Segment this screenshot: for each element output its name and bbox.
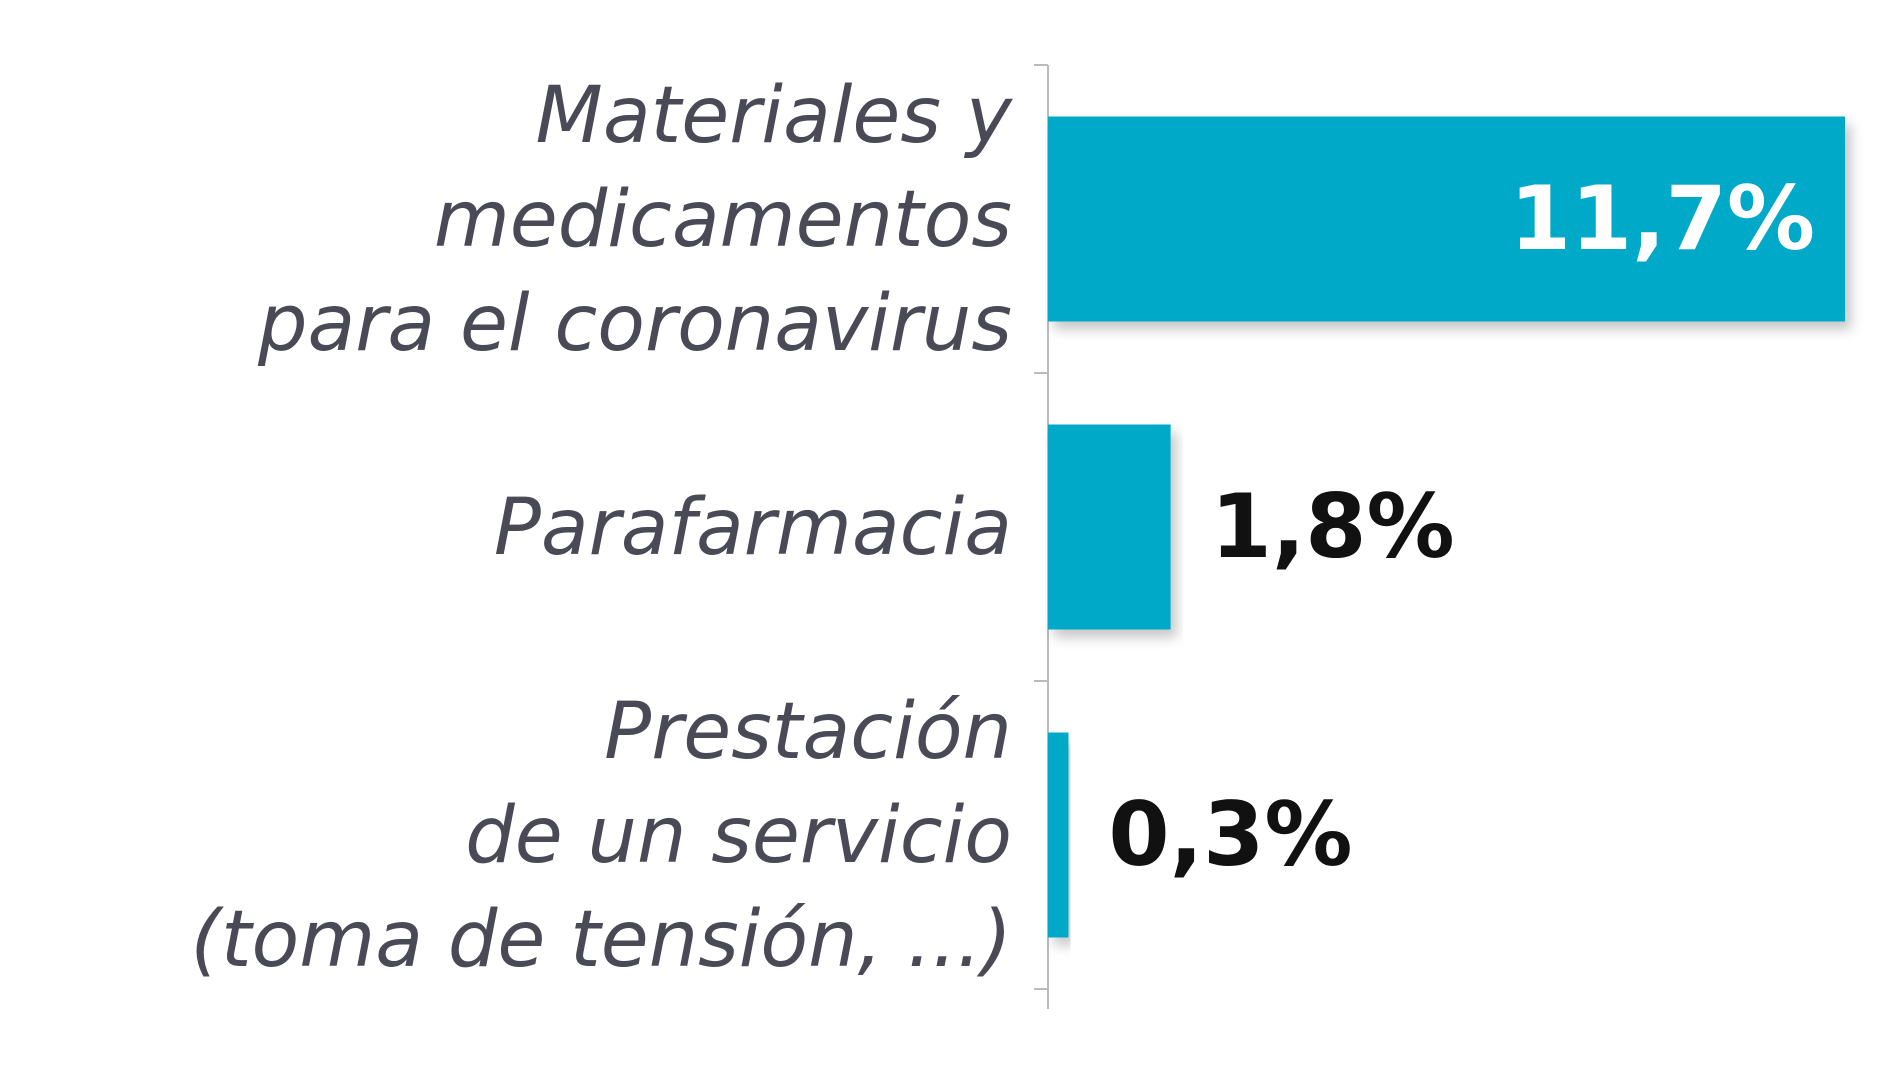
value-labels: 11,7% 1,8% 0,3% <box>1108 167 1815 886</box>
category-label-line: Parafarmacia <box>494 483 1012 573</box>
category-label: Materiales y medicamentos para el coronavi… <box>257 71 1014 369</box>
category-label-line: de un servicio <box>465 791 1012 881</box>
data-label: 1,8% <box>1211 475 1455 578</box>
category-label-line: para el coronavirus <box>257 279 1012 369</box>
bars <box>1048 116 1845 938</box>
category-label: Parafarmacia <box>494 483 1012 573</box>
bar <box>1048 424 1171 630</box>
category-label-line: (toma de tensión, ...) <box>191 895 1012 985</box>
category-label-line: medicamentos <box>434 175 1012 265</box>
category-axis <box>1034 64 1049 1009</box>
bar <box>1048 116 1845 322</box>
data-label: 0,3% <box>1108 783 1352 886</box>
category-label: Prestación de un servicio (toma de tensión… <box>191 687 1012 985</box>
data-label: 11,7% <box>1510 167 1815 270</box>
category-label-line: Prestación <box>604 687 1012 777</box>
category-labels: Materiales y medicamentos para el coronavi… <box>191 71 1014 985</box>
category-label-line: Materiales y <box>536 71 1014 161</box>
bar <box>1048 732 1069 938</box>
